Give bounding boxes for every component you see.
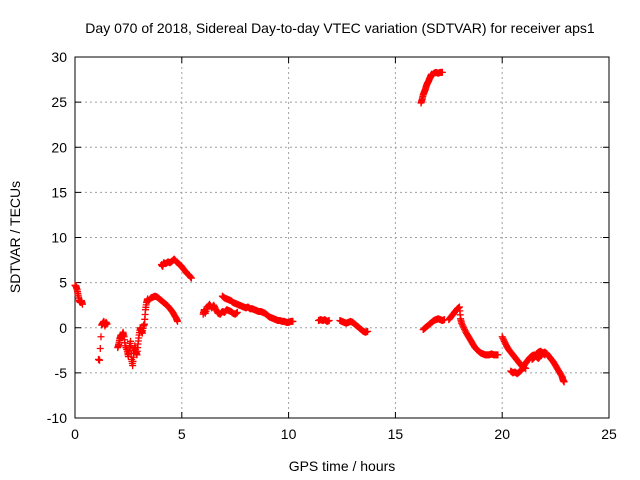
y-tick-label: -10	[47, 410, 67, 426]
data-point	[187, 274, 195, 282]
series-arc15	[528, 347, 568, 386]
x-tick-label: 20	[494, 426, 510, 442]
data-point	[459, 322, 467, 330]
series-arc8	[315, 316, 333, 325]
data-point	[210, 301, 218, 309]
y-tick-label: 20	[51, 139, 67, 155]
data-point	[127, 337, 135, 345]
data-point	[501, 339, 509, 347]
gridlines	[75, 57, 609, 418]
data-point	[103, 320, 111, 328]
y-tick-label: 5	[59, 275, 67, 291]
y-axis-label: SDTVAR / TECUs	[7, 181, 23, 293]
x-tick-label: 5	[178, 426, 186, 442]
data-point	[97, 333, 105, 341]
data-point	[96, 356, 104, 364]
x-tick-label: 25	[601, 426, 617, 442]
series-arc10	[417, 68, 446, 107]
axis-ticks: 0 5 10 15 20 25 -10 -5 0 5 10 15 20 25 30	[47, 49, 617, 442]
data-point	[174, 317, 182, 325]
x-tick-label: 10	[281, 426, 297, 442]
series-arc5	[158, 255, 195, 282]
data-point	[458, 319, 466, 327]
x-tick-label: 0	[71, 426, 79, 442]
series-arc1	[71, 281, 86, 308]
data-point	[438, 68, 446, 76]
data-point	[364, 327, 372, 335]
series-arc12	[445, 303, 502, 359]
data-point	[460, 324, 468, 332]
y-tick-label: 30	[51, 49, 67, 65]
series-arc7	[218, 292, 297, 326]
y-tick-label: 10	[51, 230, 67, 246]
series-arc9	[336, 317, 372, 336]
data-point	[325, 317, 333, 325]
data-points	[71, 68, 568, 386]
data-point	[500, 337, 508, 345]
y-tick-label: 25	[51, 94, 67, 110]
chart-title: Day 070 of 2018, Sidereal Day-to-day VTE…	[85, 20, 595, 36]
x-tick-label: 15	[388, 426, 404, 442]
data-point	[289, 317, 297, 325]
y-tick-label: -5	[55, 365, 68, 381]
data-point	[187, 273, 195, 281]
series-arc3	[114, 295, 152, 370]
data-point	[494, 351, 502, 359]
y-tick-label: 0	[59, 320, 67, 336]
data-point	[96, 345, 104, 353]
series-arc4	[145, 292, 182, 325]
data-point	[233, 308, 241, 316]
data-point	[460, 325, 468, 333]
x-axis-label: GPS time / hours	[289, 458, 396, 474]
data-point	[498, 333, 506, 341]
series-arc6	[199, 300, 241, 318]
data-point	[458, 321, 466, 329]
series-arc2	[94, 317, 111, 364]
data-point	[560, 378, 568, 386]
series-arc11	[419, 315, 449, 334]
y-tick-label: 15	[51, 184, 67, 200]
data-point	[211, 303, 219, 311]
data-point	[500, 336, 508, 344]
data-point	[78, 300, 86, 308]
data-point	[499, 334, 507, 342]
